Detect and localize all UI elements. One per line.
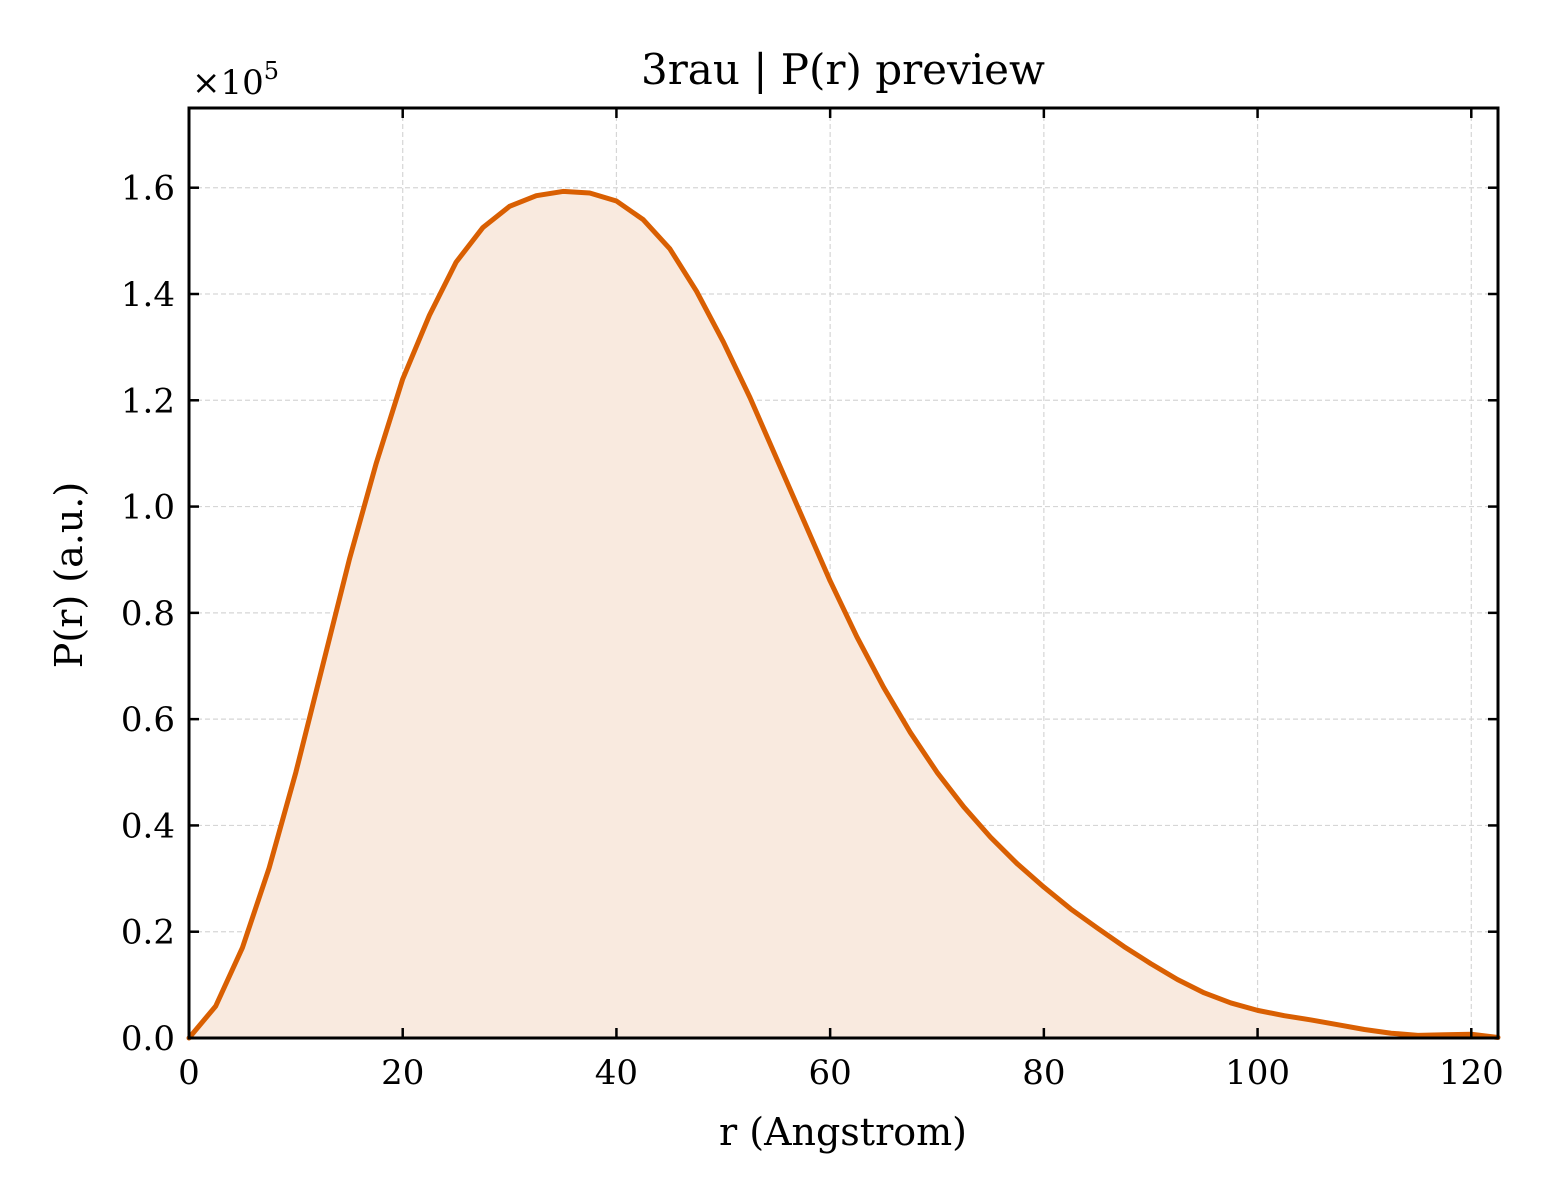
x-tick-label: 80 [1022,1053,1065,1093]
y-tick-label: 1.0 [121,488,175,528]
y-tick-label: 1.2 [121,381,175,421]
x-tick-label: 60 [809,1053,852,1093]
y-offset-label: ×105 [192,57,279,103]
y-tick-label: 0.4 [121,806,175,846]
pr-curve-line [186,188,1501,1041]
x-tick-label: 100 [1225,1053,1290,1093]
y-tick-label: 0.0 [121,1019,175,1059]
y-tick-label: 0.6 [121,700,175,740]
y-tick-label: 1.6 [121,169,175,209]
x-tick-label: 40 [595,1053,638,1093]
y-tick-label: 1.4 [121,275,175,315]
y-tick-label: 0.8 [121,594,175,634]
plot-frame [187,106,1500,1040]
x-axis-title: r (Angstrom) [719,1110,967,1154]
y-offset-base: ×10 [192,63,264,103]
y-tick-label: 0.2 [121,913,175,953]
pr-area-fill [189,191,1498,1038]
ticks [187,108,1498,1040]
y-offset-exponent: 5 [264,57,279,85]
chart-title: 3rau | P(r) preview [641,45,1045,94]
x-tick-label: 120 [1439,1053,1504,1093]
y-axis-title: P(r) (a.u.) [47,482,91,668]
x-tick-label: 20 [381,1053,424,1093]
y-tick-labels: 0.0 0.2 0.4 0.6 0.8 1.0 1.2 1.4 1.6 [121,169,175,1059]
x-tick-label: 0 [178,1053,200,1093]
x-tick-labels: 0 20 40 60 80 100 120 [178,1053,1504,1093]
